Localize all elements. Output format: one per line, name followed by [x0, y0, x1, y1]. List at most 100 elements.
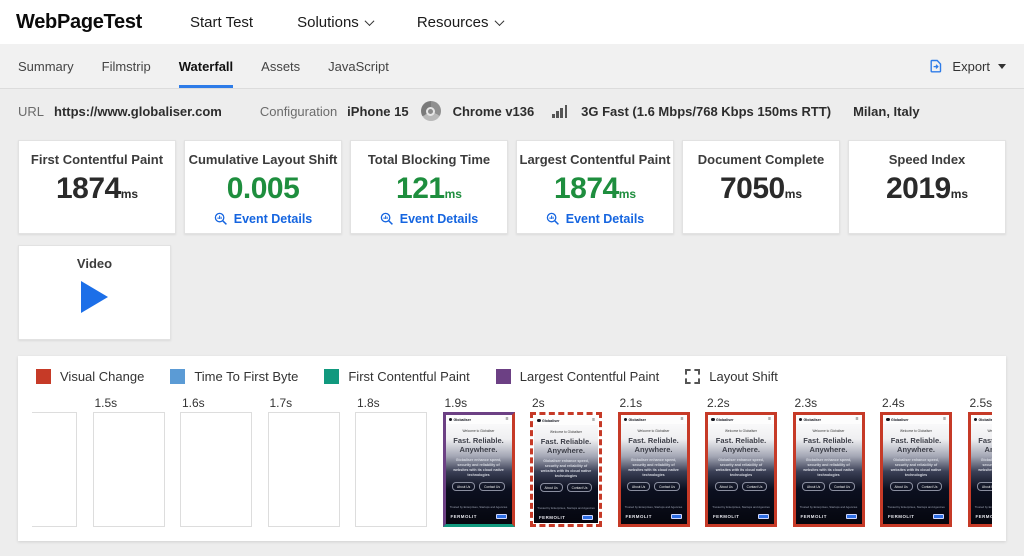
thumb-about-button: About Us — [977, 482, 992, 491]
frame-time-label: 1.9s — [444, 396, 468, 410]
hamburger-icon: ≡ — [592, 417, 595, 423]
test-url: https://www.globaliser.com — [54, 103, 222, 119]
frame-thumbnail[interactable]: Globaliser ≡ Welcome to Globaliser Fast.… — [530, 412, 602, 527]
thumb-footer-brand: FERMOLIT — [975, 514, 993, 519]
event-details-link[interactable]: Event Details — [214, 212, 312, 226]
legend-swatch-icon — [36, 369, 51, 384]
thumb-about-button: About Us — [539, 483, 563, 492]
webpagetest-logo[interactable]: WebPageTest — [16, 10, 142, 33]
metric-unit: ms — [444, 187, 462, 201]
metric-value: 1874ms — [55, 172, 139, 205]
frame-time-label — [32, 396, 77, 412]
thumb-site-name: Globaliser — [628, 417, 647, 422]
frame-thumbnail[interactable] — [180, 412, 252, 527]
thumb-tagline: Welcome to Globaliser — [549, 430, 582, 434]
thumb-topbar: Globaliser ≡ — [795, 415, 862, 424]
tab-assets[interactable]: Assets — [261, 44, 300, 88]
thumb-topbar: Globaliser ≡ — [620, 415, 687, 424]
frame-time-label: 1.5s — [94, 396, 118, 410]
filmstrip-frame-2.4s: 2.4s Globaliser ≡ Welcome to Globaliser … — [880, 396, 952, 527]
globaliser-logo-icon — [798, 417, 802, 422]
event-details-link[interactable]: Event Details — [546, 212, 644, 226]
tabs: Summary Filmstrip Waterfall Assets JavaScrip… — [18, 44, 389, 88]
event-details-icon — [546, 212, 559, 225]
chevron-down-icon — [364, 15, 375, 26]
thumb-description: Globaliser enhance speed, security and r… — [628, 458, 679, 477]
filmstrip-frame-1.9s: 1.9s Globaliser ≡ Welcome to Globaliser … — [442, 396, 515, 527]
thumb-tagline: Welcome to Globaliser — [637, 429, 670, 433]
hamburger-icon: ≡ — [943, 416, 946, 422]
export-label: Export — [952, 58, 990, 74]
thumb-footer-badge-icon — [933, 513, 944, 520]
frame-thumbnail[interactable]: Globaliser ≡ Welcome to Globaliser Fast.… — [880, 412, 952, 527]
thumb-topbar: Globaliser ≡ — [708, 415, 774, 424]
page-thumbnail: Globaliser ≡ Welcome to Globaliser Fast.… — [620, 415, 687, 524]
frame-thumbnail[interactable] — [267, 412, 340, 527]
metric-value: 0.005 — [226, 172, 300, 205]
thumb-headline: Fast. Reliable.Anywhere. — [628, 436, 679, 454]
metric-title: Total Blocking Time — [367, 152, 491, 167]
globaliser-logo-icon — [711, 417, 715, 422]
event-details-link[interactable]: Event Details — [380, 212, 478, 226]
frame-thumbnail[interactable] — [32, 412, 77, 527]
frame-time-label: 2.5s — [969, 396, 993, 410]
frame-thumbnail[interactable] — [355, 412, 427, 527]
metric-card: Document Complete 7050ms — [682, 140, 840, 234]
globaliser-logo-icon — [623, 417, 627, 422]
main-nav: Start Test Solutions Resources — [190, 13, 504, 31]
frame-thumbnail[interactable]: Globaliser ≡ Welcome to Globaliser Fast.… — [792, 412, 865, 527]
browser-value: Chrome v136 — [452, 103, 535, 119]
url-label: URL — [18, 103, 45, 119]
connection-value: 3G Fast (1.6 Mbps/768 Kbps 150ms RTT) — [581, 103, 832, 119]
filmstrip-panel: Visual Change Time To First Byte First Con… — [18, 356, 1006, 541]
thumb-about-button: About Us — [627, 482, 651, 491]
globaliser-logo-icon — [886, 417, 890, 422]
metric-card: Speed Index 2019ms — [848, 140, 1006, 234]
filmstrip-frame-2.3s: 2.3s Globaliser ≡ Welcome to Globaliser … — [792, 396, 865, 527]
thumb-footer-badge-icon — [845, 513, 857, 520]
legend-item-time-to-first-byte: Time To First Byte — [170, 369, 298, 384]
thumb-headline: Fast. Reliable.Anywhere. — [715, 436, 767, 454]
frame-thumbnail[interactable]: Globaliser ≡ Welcome to Globaliser Fast.… — [967, 412, 993, 527]
filmstrip-frame-2.2s: 2.2s Globaliser ≡ Welcome to Globaliser … — [705, 396, 777, 527]
frame-thumbnail[interactable]: Globaliser ≡ Welcome to Globaliser Fast.… — [442, 412, 515, 527]
hamburger-icon: ≡ — [855, 416, 859, 422]
thumb-footer-brand: FERMOLIT — [625, 514, 652, 519]
location-value: Milan, Italy — [853, 103, 920, 119]
frame-time-label: 1.8s — [357, 396, 380, 410]
tab-javascript[interactable]: JavaScript — [328, 44, 389, 88]
thumb-contact-button: Contact Us — [741, 482, 768, 491]
site-header: WebPageTest Start Test Solutions Resources — [0, 0, 1024, 44]
legend-swatch-icon — [324, 369, 340, 384]
metric-unit: ms — [618, 187, 637, 201]
connection-signal-icon — [552, 104, 568, 118]
export-button[interactable]: Export — [928, 44, 1006, 88]
tab-filmstrip[interactable]: Filmstrip — [102, 44, 151, 88]
globaliser-logo-icon — [537, 418, 541, 423]
filmstrip-frame-1.7s: 1.7s — [267, 396, 340, 527]
tab-waterfall[interactable]: Waterfall — [178, 44, 234, 88]
thumb-headline: Fast. Reliable.Anywhere. — [540, 437, 592, 455]
frame-thumbnail[interactable]: Globaliser ≡ Welcome to Globaliser Fast.… — [705, 412, 777, 527]
filmstrip-frame-1.6s: 1.6s — [180, 396, 252, 527]
metric-title: Document Complete — [697, 152, 825, 167]
metric-title: Speed Index — [888, 152, 966, 167]
metric-value: 1874ms — [553, 172, 637, 205]
thumb-footer-badge-icon — [495, 513, 507, 520]
thumb-topbar: Globaliser ≡ — [883, 415, 949, 424]
tab-summary[interactable]: Summary — [18, 44, 74, 88]
configuration-label: Configuration — [259, 103, 338, 119]
frame-thumbnail[interactable]: Globaliser ≡ Welcome to Globaliser Fast.… — [617, 412, 690, 527]
thumb-site-name: Globaliser — [803, 417, 822, 422]
thumb-tagline: Welcome to Globaliser — [987, 429, 992, 433]
nav-item-resources[interactable]: Resources — [417, 14, 504, 31]
thumb-description: Globaliser enhance speed, security and r… — [978, 458, 992, 472]
video-play-button[interactable] — [81, 281, 108, 313]
legend-swatch-icon — [170, 369, 186, 384]
thumb-description: Globaliser enhance speed, security and r… — [890, 458, 942, 477]
page-thumbnail: Globaliser ≡ Welcome to Globaliser Fast.… — [883, 415, 949, 524]
metric-card: Total Blocking Time 121ms Event Details — [350, 140, 508, 234]
nav-item-start-test[interactable]: Start Test — [190, 13, 254, 31]
nav-item-solutions[interactable]: Solutions — [297, 14, 375, 31]
frame-thumbnail[interactable] — [92, 412, 165, 527]
